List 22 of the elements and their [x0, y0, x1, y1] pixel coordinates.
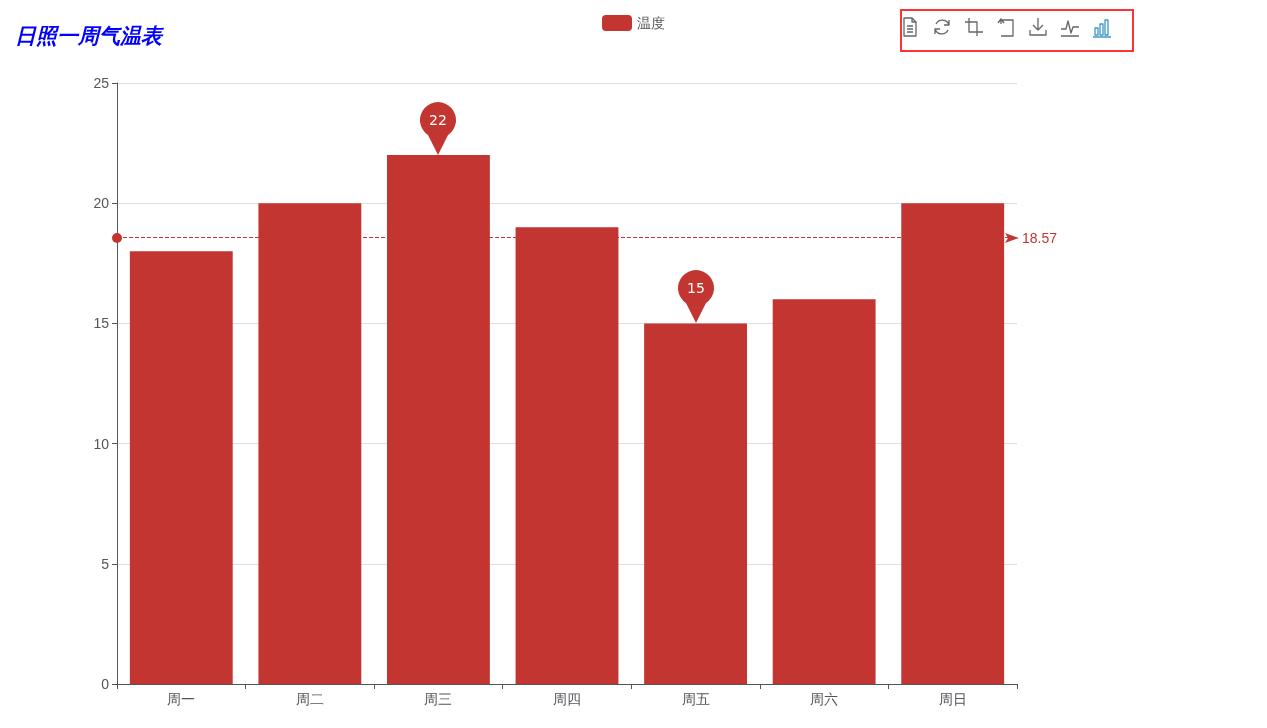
- bar: [129, 251, 233, 684]
- y-tick-label: 20: [93, 195, 110, 212]
- x-tick-label: 周二: [295, 691, 324, 707]
- y-tick-label: 15: [93, 315, 110, 332]
- pin-marker: 15: [676, 269, 715, 324]
- chart-title: 日照一周气温表: [15, 23, 165, 48]
- y-tick-label: 5: [101, 555, 110, 572]
- x-tick-label: 周五: [681, 691, 710, 707]
- bar: [772, 299, 876, 684]
- y-tick-label: 25: [93, 75, 110, 91]
- ref-line-label: 18.57: [1022, 229, 1058, 246]
- x-tick-label: 周六: [810, 691, 839, 707]
- pin-marker: 22: [419, 101, 458, 156]
- annotation: 22: [429, 112, 448, 129]
- x-tick-label: 周四: [553, 691, 581, 707]
- x-tick-label: 周三: [424, 691, 453, 707]
- x-tick-label: 周日: [938, 691, 967, 707]
- x-tick-label: 周一: [167, 691, 196, 707]
- annotation: 15: [686, 280, 705, 297]
- legend-label: 温度: [637, 15, 665, 31]
- y-tick-label: 0: [101, 676, 110, 692]
- y-tick-label: 10: [93, 435, 110, 452]
